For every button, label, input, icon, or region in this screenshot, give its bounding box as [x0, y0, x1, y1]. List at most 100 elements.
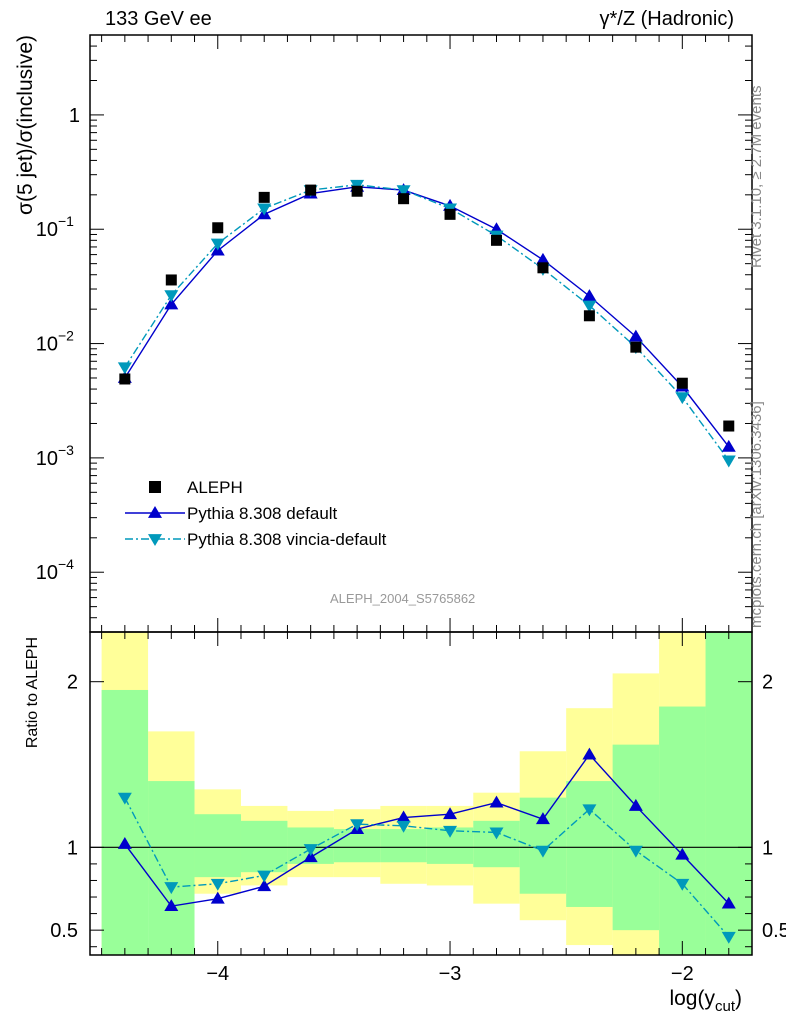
- vincia-default-point: [582, 300, 597, 313]
- ratio-vincia-default-point: [396, 820, 411, 833]
- ratio-vincia-default-point: [257, 870, 272, 883]
- pythia-default-point: [582, 289, 597, 302]
- ratio-pythia-default-line: [124, 753, 730, 907]
- band-inner-bin: [566, 781, 613, 907]
- ratio-uncertainty-bands: [101, 632, 752, 955]
- legend-aleph-marker: [149, 481, 161, 493]
- y-tick-exponent: −2: [58, 328, 74, 344]
- ratio-vincia-default-point: [535, 845, 550, 858]
- ratio-vincia-default-point: [489, 827, 504, 840]
- ratio-pythia-default-point: [535, 812, 550, 825]
- rivet-version-label: Rivet 3.1.10, ≥ 2.7M events: [748, 85, 765, 269]
- energy-label: 133 GeV ee: [105, 8, 212, 30]
- y-tick-exponent: −4: [58, 556, 74, 572]
- legend-aleph-label: ALEPH: [187, 478, 243, 497]
- vincia-default-point: [210, 238, 225, 251]
- y-tick-label: 10: [36, 448, 58, 470]
- axis-labels: σ(5 jet)/σ(inclusive) Ratio to ALEPH log(y…: [14, 35, 742, 1015]
- ratio-vincia-default-point: [164, 882, 179, 895]
- y-tick-label: 1: [69, 105, 80, 127]
- x-tick-label: −4: [206, 963, 229, 985]
- aleph-data-point: [444, 208, 456, 220]
- main-y-axis-title: σ(5 jet)/σ(inclusive): [14, 35, 37, 215]
- ratio-y-tick-label-right: 0.5: [762, 920, 786, 942]
- pythia-default-point: [535, 252, 550, 265]
- legend-vincia-default-label: Pythia 8.308 vincia-default: [187, 530, 387, 549]
- aleph-data-point: [537, 262, 549, 274]
- x-tick-label: −3: [439, 963, 462, 985]
- ratio-y-axis-title: Ratio to ALEPH: [24, 637, 41, 748]
- aleph-data-point: [351, 185, 363, 197]
- ratio-pythia-default-point: [117, 837, 132, 849]
- band-inner-bin: [333, 829, 381, 863]
- pythia-default-point: [628, 329, 643, 342]
- ratio-pythia-default-point: [257, 879, 272, 892]
- aleph-data-point: [212, 222, 224, 234]
- legend: ALEPH Pythia 8.308 default Pythia 8.308 vi…: [125, 478, 387, 549]
- ratio-vincia-default-point: [628, 845, 643, 858]
- x-tick-label: −2: [671, 963, 694, 985]
- ratio-vincia-default-point: [582, 804, 597, 817]
- band-inner-bin: [380, 829, 427, 863]
- ratio-y-tick-label: 1: [67, 837, 78, 859]
- vincia-default-point: [396, 185, 411, 198]
- ratio-pythia-default-point: [396, 810, 411, 823]
- vincia-default-point: [257, 203, 272, 216]
- ratio-panel-frame: [89, 631, 753, 956]
- pythia-default-point: [721, 439, 736, 452]
- legend-pythia-default-marker: [148, 506, 162, 518]
- ratio-vincia-default-point: [210, 878, 225, 891]
- pythia-default-point: [164, 297, 179, 310]
- band-inner-bin: [612, 744, 660, 931]
- ratio-pythia-default-point: [443, 807, 458, 820]
- ratio-vincia-default-point: [117, 792, 132, 805]
- y-tick-label: 10: [36, 219, 58, 241]
- aleph-data-point: [258, 191, 270, 203]
- vincia-default-point: [164, 290, 179, 303]
- aleph-data-point: [165, 274, 177, 286]
- vincia-default-line: [124, 184, 730, 461]
- ratio-panel-axes: 0.5 0.5 1 1 2 2 −4 −3 −2: [50, 631, 786, 985]
- aleph-data-point: [305, 184, 317, 196]
- ratio-pythia-default-point: [628, 798, 643, 811]
- aleph-data-point: [119, 373, 131, 385]
- analysis-id-label: ALEPH_2004_S5765862: [330, 591, 476, 606]
- main-panel-series: [117, 179, 736, 468]
- ratio-panel-series: [117, 747, 736, 944]
- vincia-default-point: [117, 362, 132, 375]
- ratio-pythia-default-point: [164, 899, 179, 912]
- band-inner-bin: [194, 814, 241, 878]
- y-tick-exponent: −1: [58, 213, 74, 229]
- ratio-pythia-default-point: [489, 795, 504, 808]
- ratio-pythia-default-point: [210, 891, 225, 904]
- ratio-pythia-default-point: [721, 896, 736, 909]
- aleph-data-point: [583, 310, 595, 322]
- mcplots-source-label: mcplots.cern.ch [arXiv:1306.3436]: [748, 401, 765, 628]
- aleph-data-point: [630, 341, 642, 353]
- ratio-vincia-default-line: [124, 797, 730, 938]
- x-axis-title: log(ycut): [669, 987, 742, 1015]
- main-panel-axes: 10 −410 −310 −210 −11: [36, 34, 753, 633]
- process-label: γ*/Z (Hadronic): [599, 8, 734, 30]
- ratio-vincia-default-point: [303, 844, 318, 856]
- ratio-vincia-default-point: [721, 931, 736, 944]
- band-inner-bin: [519, 797, 567, 894]
- aleph-data-point: [490, 234, 502, 246]
- band-inner-bin: [148, 781, 195, 955]
- ratio-pythia-default-point: [675, 847, 690, 860]
- vincia-default-point: [721, 455, 736, 468]
- ratio-vincia-default-point: [443, 825, 458, 838]
- legend-vincia-default-marker: [148, 534, 162, 546]
- band-inner-bin: [240, 820, 288, 873]
- legend-pythia-default-label: Pythia 8.308 default: [187, 504, 338, 523]
- band-inner-bin: [659, 706, 706, 955]
- y-tick-label: 10: [36, 562, 58, 584]
- band-inner-bin: [101, 689, 149, 955]
- ratio-pythia-default-point: [582, 747, 597, 760]
- ratio-y-tick-label-right: 2: [762, 672, 773, 694]
- aleph-data-point: [398, 193, 410, 205]
- y-tick-label: 10: [36, 334, 58, 356]
- ratio-y-tick-label: 2: [67, 672, 78, 694]
- ratio-pythia-default-point: [303, 850, 318, 863]
